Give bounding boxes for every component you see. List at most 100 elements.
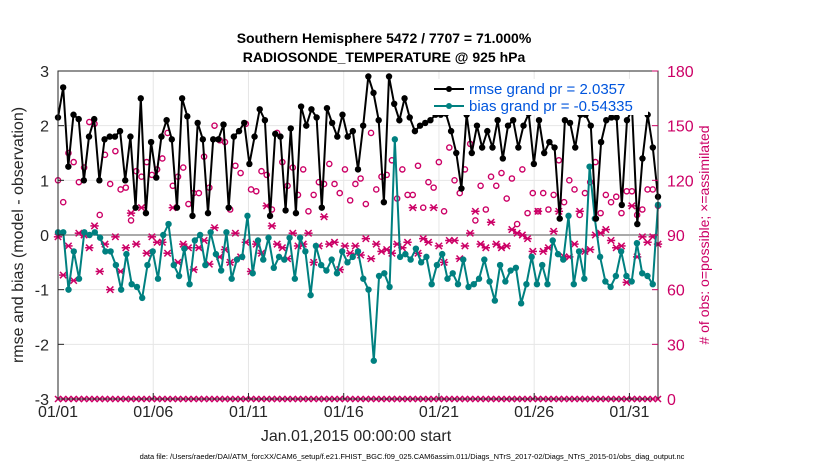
y-tick-label: -1 [35,283,49,300]
rmse-point [385,73,393,80]
assimilated-point [460,242,470,250]
assimilated-point [372,240,381,248]
bias-point [433,261,441,269]
rmse-point [209,136,217,143]
assimilated-point [466,229,475,237]
rmse-point [297,103,305,110]
rmse-point [292,209,300,217]
rmse-point [277,133,284,140]
bias-point [239,253,246,261]
bias-point [60,229,67,236]
rmse-point [80,177,88,184]
rmse-point [520,122,527,129]
assimilated-point [502,242,511,250]
rmse-point [608,114,615,121]
rmse-point [354,166,362,173]
bias-point [649,281,656,288]
assimilated-point [132,240,141,248]
bias-point [249,270,256,277]
possible-point [560,198,568,206]
rmse-point [334,133,341,140]
assimilated-point [231,229,240,237]
possible-point [258,167,265,175]
possible-point [498,169,505,177]
bias-point [339,248,346,255]
rmse-point [458,185,465,192]
bias-point [207,229,214,236]
possible-point [112,147,119,155]
y-tick-label: 1 [40,173,49,190]
rmse-point [396,117,403,124]
possible-point [419,204,427,211]
possible-point [446,144,453,151]
bias-point [112,261,120,269]
possible-point [106,180,114,188]
assimilated-point [126,209,136,217]
bias-point [396,253,404,261]
x-tick-label: 01/16 [324,404,364,421]
assimilated-point [403,238,412,247]
rmse-point [199,136,207,143]
rmse-point [484,127,491,135]
assimilated-point [330,238,339,247]
chart-title-line2: RADIOSONDE_TEMPERATURE @ 925 hPa [243,49,526,65]
rmse-point [349,127,357,135]
bias-point [281,256,288,263]
assimilated-point [518,231,527,239]
rmse-point [344,133,351,140]
bias-point [107,248,114,255]
bias-point [602,278,609,285]
assimilated-point [627,202,637,210]
rmse-point [541,149,548,157]
y-right-tick-label: 60 [667,283,685,300]
possible-point [487,173,495,180]
x-tick-label: 01/01 [38,404,78,421]
rmse-point [649,144,657,151]
possible-point [195,189,203,197]
assimilated-point [147,233,157,241]
bias-point [291,275,299,282]
rmse-point [313,114,320,121]
y-axis-label: rmse and bias (model - observation) [10,107,27,363]
possible-point [357,175,364,182]
assimilated-point [382,245,391,254]
data-file-footer: data file: /Users/raeder/DAI/ATM_forcXX/… [140,452,685,461]
possible-point [550,191,557,199]
rmse-point [634,220,641,228]
possible-point [263,171,270,179]
bias-point [623,272,630,280]
possible-point [612,193,620,201]
bias-point [502,278,509,285]
possible-point [440,208,448,215]
possible-point [179,164,187,171]
rmse-point [147,138,155,146]
bias-point [633,240,641,247]
chart-title-line1: Southern Hemisphere 5472 / 7707 = 71.000… [237,30,532,46]
bias-point [533,281,541,288]
rmse-point [241,119,248,127]
y-right-tick-label: 0 [667,392,676,409]
bias-point [202,261,209,269]
x-tick-label: 01/11 [229,404,268,421]
assimilated-point [95,267,104,276]
bias-point [460,256,467,263]
assimilated-point [450,236,459,245]
bias-point [312,242,320,250]
rmse-point [194,119,201,127]
bias-point [75,275,83,282]
bias-point [560,256,567,263]
rmse-point [499,155,507,162]
bias-point [244,212,251,220]
rmse-point [339,111,346,118]
x-tick-label: 01/06 [133,404,173,421]
possible-point [482,206,490,213]
legend-box [430,79,648,115]
assimilated-point [351,242,360,250]
bias-point [139,294,146,302]
bias-point [65,286,72,293]
y-right-tick-label: 120 [667,173,694,190]
possible-point [477,182,484,190]
possible-point [232,162,239,170]
assimilated-point [106,285,115,294]
y-tick-label: 3 [40,64,49,81]
